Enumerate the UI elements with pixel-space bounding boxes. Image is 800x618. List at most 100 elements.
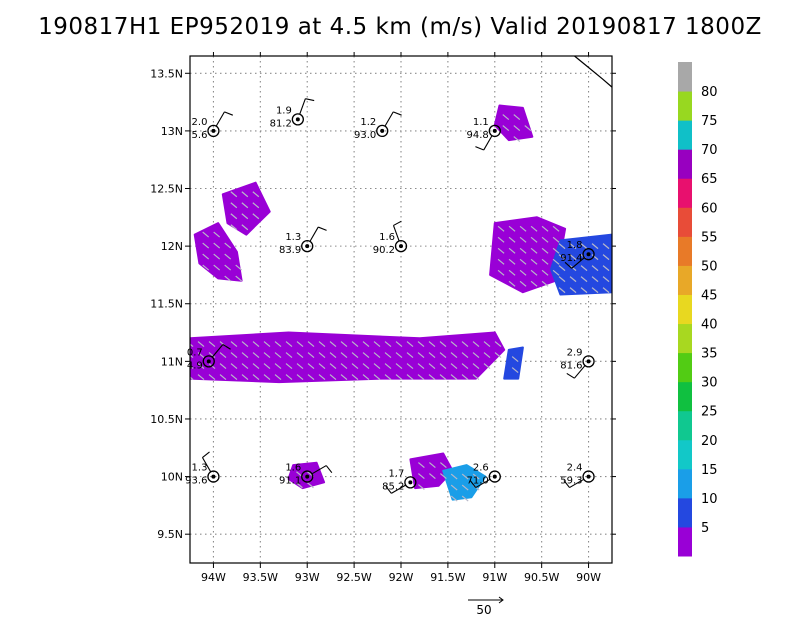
colorbar-label: 40 — [701, 318, 718, 333]
wind-vector — [230, 374, 238, 381]
wind-vector — [263, 374, 271, 381]
wind-vector — [513, 136, 521, 143]
wind-vector — [602, 276, 610, 283]
y-tick-label: 10N — [161, 471, 183, 484]
wind-vector — [439, 374, 447, 381]
colorbar-label: 5 — [701, 521, 709, 536]
station-speed: 1.9 — [276, 105, 292, 116]
wind-vector — [591, 243, 599, 250]
wind-vector — [552, 269, 560, 276]
wind-region — [221, 181, 271, 236]
station-pressure: 81.2 — [270, 118, 292, 129]
wind-vector — [274, 363, 282, 370]
wind-region — [193, 222, 243, 282]
wind-vector — [351, 341, 359, 348]
x-tick-label: 93.5W — [243, 571, 278, 584]
colorbar-segment — [678, 497, 692, 528]
wind-barb-feather — [202, 451, 210, 458]
wind-vector — [591, 287, 599, 294]
wind-vector — [213, 264, 221, 271]
wind-barb — [475, 478, 491, 489]
wind-vector — [224, 253, 232, 260]
wind-vector — [417, 374, 425, 381]
wind-vector — [406, 374, 414, 381]
wind-vector — [417, 484, 425, 490]
wind-vector — [472, 341, 480, 348]
wind-vector — [497, 225, 505, 232]
colorbar-segment — [678, 439, 692, 470]
wind-vector — [285, 363, 293, 370]
wind-vector — [230, 224, 238, 231]
wind-vector — [362, 341, 370, 348]
wind-vector — [511, 356, 519, 362]
wind-vector — [461, 352, 469, 359]
wind-vector — [362, 363, 370, 370]
wind-barb — [309, 226, 319, 242]
station-ring — [207, 470, 220, 483]
colorbar-label: 65 — [701, 172, 718, 187]
wind-vector — [340, 363, 348, 370]
wind-vector — [197, 374, 205, 381]
wind-vector — [569, 287, 577, 294]
wind-vector — [395, 374, 403, 381]
station-ring — [202, 355, 215, 368]
wind-vector — [472, 363, 480, 370]
station-ring — [404, 476, 417, 489]
wind-vector — [329, 363, 337, 370]
wind-vector — [558, 243, 566, 250]
axes: 94W 93.5W 93W 92.5W 92W 91.5W 91W 90.5W 90W 9.5N 1… — [150, 52, 616, 584]
wind-vector — [439, 462, 447, 468]
wind-vector — [263, 352, 271, 359]
station-ring — [301, 239, 314, 253]
wind-vector — [318, 363, 326, 370]
wind-vector — [263, 341, 271, 348]
wind-barb-feather — [393, 111, 402, 116]
station-ring — [488, 124, 501, 138]
y-tick-label: 11N — [161, 355, 183, 368]
colorbar-label: 15 — [701, 463, 718, 478]
wind-vector — [351, 352, 359, 359]
colorbar-label: 10 — [701, 492, 718, 507]
colorbar-label: 80 — [701, 85, 718, 100]
wind-vector — [580, 276, 588, 283]
wind-vector — [241, 224, 249, 231]
station-speed: 2.0 — [192, 117, 208, 128]
wind-barb — [571, 257, 585, 269]
wind-vector — [208, 352, 216, 359]
station-pressure: 5.6 — [192, 130, 208, 141]
wind-vector — [230, 363, 238, 370]
reference-arrowhead — [498, 596, 504, 604]
y-tick-label: 13.5N — [150, 67, 183, 80]
wind-vector — [580, 265, 588, 272]
wind-vector — [362, 352, 370, 359]
station: 2.05.6 — [192, 111, 234, 141]
x-tick-label: 93W — [295, 571, 320, 584]
wind-vector — [219, 374, 227, 381]
wind-vector — [428, 363, 436, 370]
wind-vector — [406, 363, 414, 370]
wind-vector — [197, 352, 205, 359]
station-speed: 1.7 — [388, 468, 404, 479]
wind-vector — [263, 363, 271, 370]
wind-vector — [373, 341, 381, 348]
wind-vector — [439, 473, 447, 479]
wind-vector — [519, 258, 527, 265]
wind-vector — [502, 114, 510, 121]
wind-vector — [395, 341, 403, 348]
wind-vector — [591, 265, 599, 272]
colorbar-segment — [678, 120, 692, 150]
wind-vector — [235, 264, 243, 271]
wind-vector — [450, 352, 458, 359]
wind-vector — [252, 213, 260, 220]
wind-vector — [472, 374, 480, 381]
wind-barb-feather — [325, 465, 333, 473]
colorbar-segment — [678, 236, 692, 266]
wind-region — [442, 464, 487, 501]
wind-vector — [450, 341, 458, 348]
station-ring — [376, 124, 389, 138]
wind-vector — [450, 484, 458, 491]
station: 2.4 59.3 — [560, 463, 595, 489]
station: 0.74.9 — [187, 344, 231, 371]
colorbar-label: 45 — [701, 288, 718, 303]
